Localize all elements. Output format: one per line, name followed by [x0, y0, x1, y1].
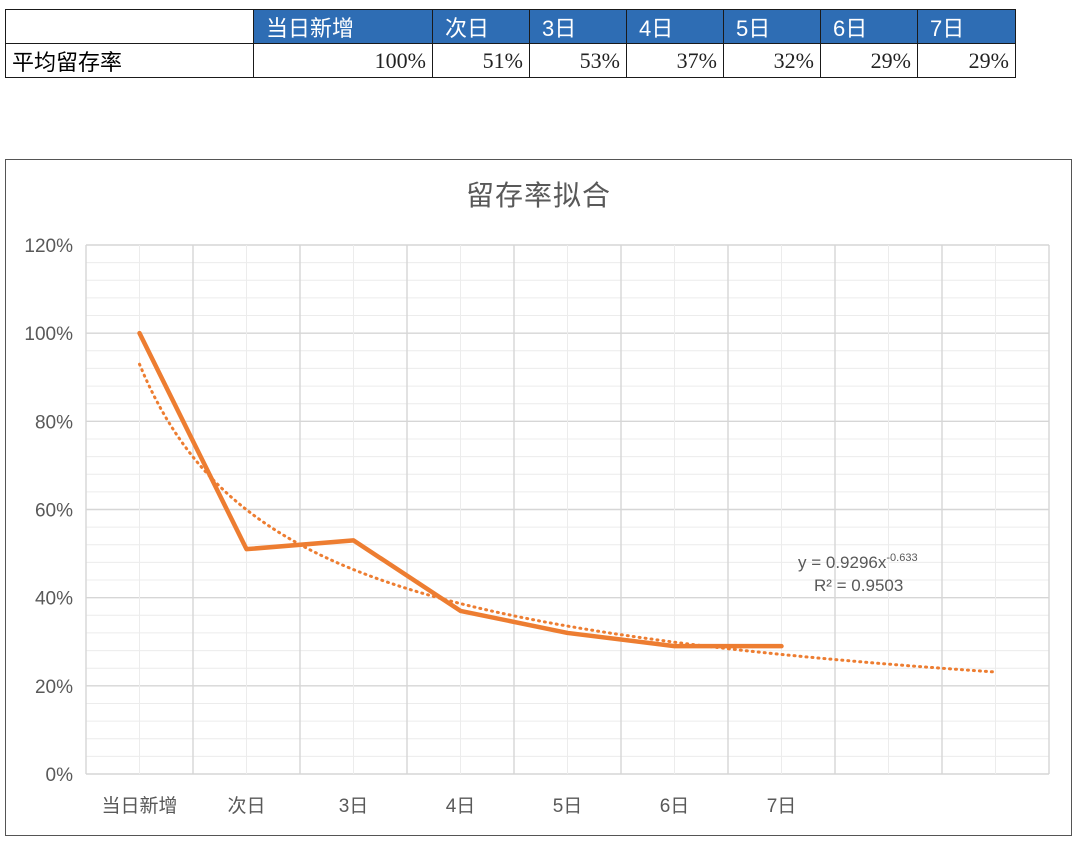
chart-area: 留存率拟合 0% 20% 40% 60% 80% 100% 120% 当日新增 次日 3日 4日 5… [5, 159, 1072, 836]
x-tick-label: 当日新增 [101, 795, 177, 817]
retention-line [137, 330, 784, 649]
table-header-cell: 6日 [820, 9, 918, 44]
y-tick-label: 60% [35, 501, 73, 522]
table-cell: 29% [820, 43, 918, 78]
table-header-cell: 5日 [723, 9, 821, 44]
table-header-row: 当日新增 次日 3日 4日 5日 6日 7日 [5, 9, 1016, 44]
table-header-cell: 当日新增 [253, 9, 433, 44]
table-cell: 29% [917, 43, 1016, 78]
gridlines [85, 244, 1050, 775]
x-tick-label: 4日 [446, 796, 476, 817]
plot-area: 0%20%40%60%80%100%120% 当日新增 次日 3日 4日 5日 6日 7日 … [24, 236, 1050, 817]
table-row: 平均留存率 100% 51% 53% 37% 32% 29% 29% [5, 43, 1016, 78]
table-cell: 37% [626, 43, 724, 78]
r-squared: R² = 0.9503 [814, 576, 903, 595]
table-header-cell: 3日 [529, 9, 627, 44]
table-header-cell: 次日 [432, 9, 530, 44]
row-label: 平均留存率 [5, 43, 254, 78]
y-axis: 0% 20% 40% 60% 80% 100% 120% [24, 236, 73, 786]
x-tick-label: 6日 [660, 796, 690, 817]
table-corner-cell [5, 9, 254, 44]
x-tick-label: 7日 [767, 796, 797, 817]
y-tick-label: 40% [35, 589, 73, 610]
y-tick-label: 80% [35, 412, 73, 433]
retention-table: 当日新增 次日 3日 4日 5日 6日 7日 平均留存率 100% 51% 53… [5, 9, 1016, 78]
x-tick-label: 次日 [227, 795, 265, 817]
table-header-cell: 4日 [626, 9, 724, 44]
x-tick-label: 5日 [553, 796, 583, 817]
table-cell: 53% [529, 43, 627, 78]
table-header-cell: 7日 [917, 9, 1016, 44]
table-cell: 32% [723, 43, 821, 78]
y-tick-label: 100% [24, 324, 73, 345]
x-axis: 当日新增 次日 3日 4日 5日 6日 7日 [101, 795, 796, 817]
x-tick-label: 3日 [339, 796, 369, 817]
y-tick-label: 0% [46, 765, 74, 786]
trendline [138, 362, 997, 674]
chart-title: 留存率拟合 [465, 179, 611, 212]
table-cell: 51% [432, 43, 530, 78]
table-cell: 100% [253, 43, 433, 78]
y-tick-label: 20% [35, 677, 73, 698]
y-tick-label: 120% [24, 236, 73, 257]
trend-equation: y = 0.9296x-0.633 [798, 552, 918, 572]
